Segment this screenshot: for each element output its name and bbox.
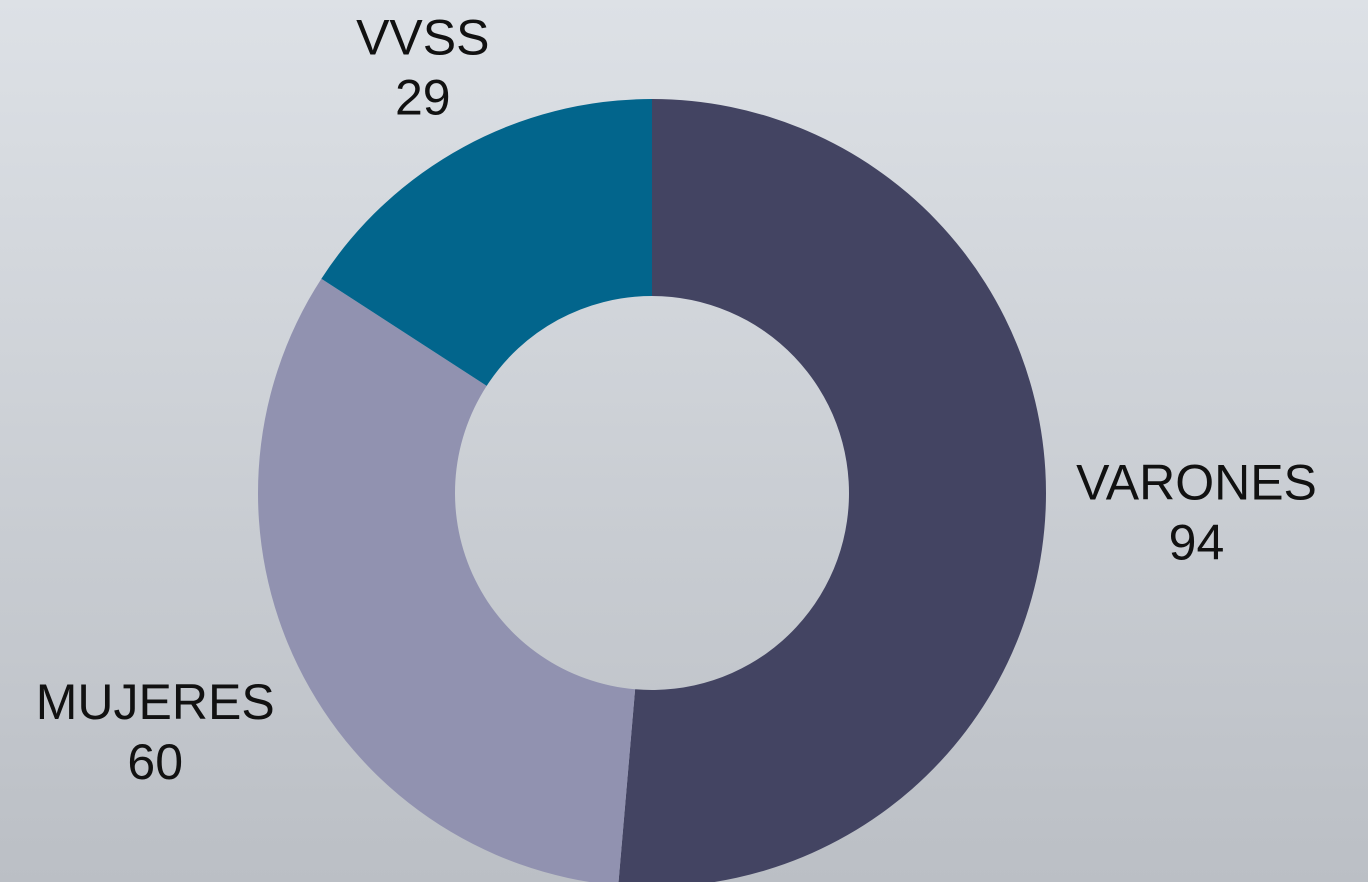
- slice-label: MUJERES: [36, 674, 275, 730]
- slice-value: 60: [127, 734, 183, 790]
- donut-slice: [321, 99, 652, 386]
- donut-slice: [618, 99, 1046, 882]
- slice-value: 94: [1169, 515, 1225, 571]
- slice-value: 29: [395, 69, 451, 125]
- slice-label: VVSS: [356, 9, 489, 65]
- slice-label: VARONES: [1076, 455, 1317, 511]
- donut-slice: [258, 278, 636, 882]
